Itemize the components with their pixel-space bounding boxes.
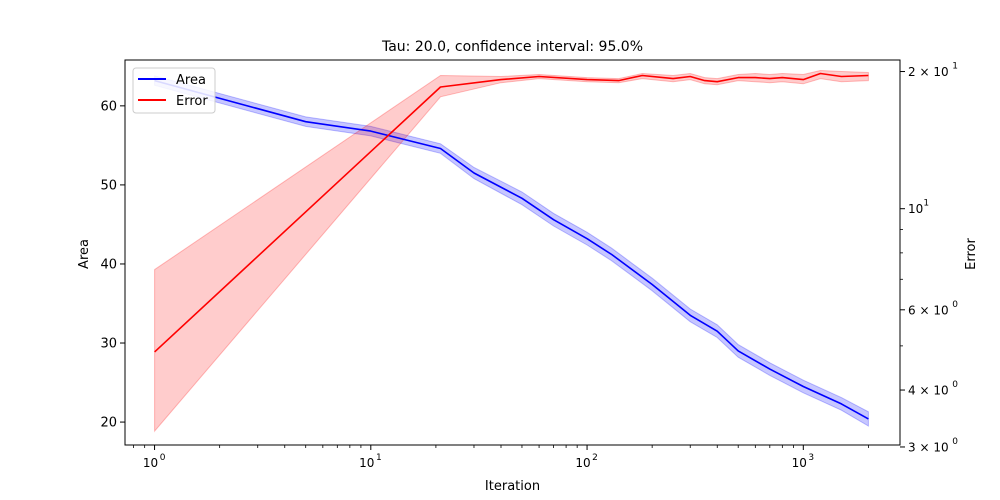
y2-tick-label: 3 × 10 [908,440,949,454]
x-tick-label-exponent: 0 [160,453,166,463]
y-axis-label: Area [77,239,92,269]
error-series-line [154,72,869,353]
y2-axis-ticks: 2 × 10 110 16 × 10 04 × 10 03 × 10 0 [900,62,958,454]
x-tick-label: 10 [792,456,807,470]
area-confidence-band [154,75,869,427]
x-tick-label-exponent: 1 [376,453,382,463]
error-confidence-band [154,69,869,433]
y2-tick-label-exponent: 0 [952,437,958,447]
y2-tick-label: 2 × 10 [908,65,949,79]
confidence-bands [154,69,869,433]
y2-tick-label-exponent: 1 [923,199,929,209]
y-axis-ticks: 20 30 40 50 60 [100,99,125,431]
legend: Area Error [132,67,216,114]
legend-error-label: Error [176,94,208,109]
x-tick-label-exponent: 2 [592,453,598,463]
x-tick-label: 10 [143,456,158,470]
y2-tick-label-exponent: 1 [952,62,958,72]
y2-tick-label: 6 × 10 [908,303,949,317]
y-tick-label: 60 [100,99,117,114]
x-tick-label: 10 [575,456,590,470]
y2-tick-label: 10 [908,202,923,216]
chart-title: Tau: 20.0, confidence interval: 95.0% [381,39,643,55]
x-tick-label-exponent: 3 [808,453,814,463]
legend-area-label: Area [176,73,206,88]
y-tick-label: 40 [100,257,117,272]
y2-tick-label-exponent: 0 [952,380,958,390]
x-axis-ticks: 10 0 10 1 10 2 10 3 [133,445,869,470]
x-tick-label: 10 [359,456,374,470]
y-tick-label: 30 [100,337,117,352]
y2-tick-label-exponent: 0 [952,300,958,310]
area-series-line [154,79,869,420]
y-tick-label: 50 [100,178,117,193]
y2-axis-label: Error [964,238,979,270]
series-lines [154,72,869,420]
y2-tick-label: 4 × 10 [908,384,949,398]
y-tick-label: 20 [100,416,117,431]
x-axis-label: Iteration [485,479,540,494]
